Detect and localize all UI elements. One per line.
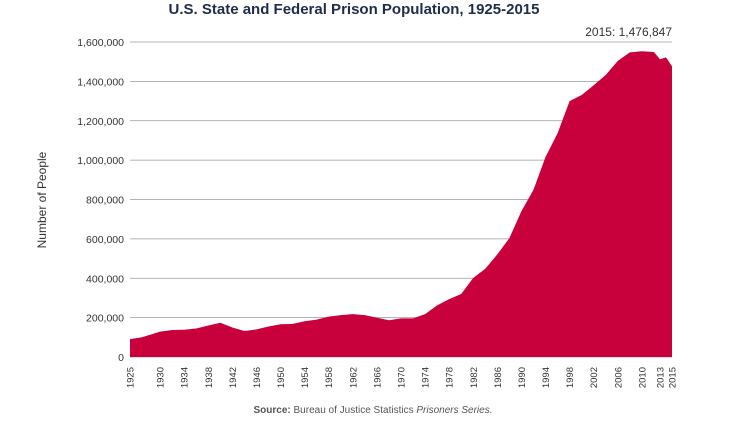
y-tick-label: 600,000 bbox=[86, 234, 124, 246]
x-tick-label: 1994 bbox=[541, 367, 552, 388]
source-text: Bureau of Justice Statistics bbox=[294, 405, 414, 416]
x-tick-label: 1978 bbox=[445, 367, 456, 388]
y-axis-ticks: 0 200,000 400,000 600,000 800,000 1,000,000 1,… bbox=[77, 37, 124, 364]
x-tick-label: 2010 bbox=[637, 367, 648, 388]
x-tick-label: 1934 bbox=[180, 367, 191, 388]
y-tick-label: 1,600,000 bbox=[77, 37, 124, 49]
y-tick-label: 200,000 bbox=[86, 313, 124, 325]
x-tick-label: 1974 bbox=[421, 367, 432, 388]
y-tick-label: 1,400,000 bbox=[77, 76, 124, 88]
annotation-2015-value: 2015: 1,476,847 bbox=[585, 25, 672, 39]
x-tick-label: 1982 bbox=[469, 367, 480, 388]
x-tick-label: 1930 bbox=[156, 367, 167, 388]
y-tick-label: 800,000 bbox=[86, 195, 124, 207]
x-tick-label: 1958 bbox=[324, 367, 335, 388]
x-tick-label: 1942 bbox=[228, 367, 239, 388]
x-tick-label: 1986 bbox=[493, 367, 504, 388]
x-tick-label: 1950 bbox=[276, 367, 287, 388]
y-tick-label: 400,000 bbox=[86, 273, 124, 285]
y-tick-label: 1,200,000 bbox=[77, 116, 124, 128]
y-axis-label: Number of People bbox=[35, 151, 49, 248]
y-tick-label: 0 bbox=[118, 352, 124, 364]
x-tick-label: 2006 bbox=[613, 367, 624, 388]
x-tick-label: 2013 bbox=[656, 367, 667, 388]
source-italic: Prisoners Series. bbox=[416, 405, 492, 416]
y-tick-label: 1,000,000 bbox=[77, 155, 124, 167]
x-tick-label: 2015 bbox=[668, 367, 679, 388]
x-tick-label: 1966 bbox=[372, 367, 383, 388]
source-prefix: Source: bbox=[254, 405, 291, 416]
x-tick-label: 1954 bbox=[300, 367, 311, 388]
x-tick-label: 1962 bbox=[348, 367, 359, 388]
x-tick-label: 1998 bbox=[565, 367, 576, 388]
x-tick-label: 1990 bbox=[517, 367, 528, 388]
x-tick-label: 2002 bbox=[589, 367, 600, 388]
x-axis-ticks: 1925 1930 1934 1938 1942 1946 1950 1954 1958 1962… bbox=[126, 367, 679, 388]
series-area-prison-population bbox=[130, 51, 672, 358]
x-tick-label: 1946 bbox=[252, 367, 263, 388]
chart-title: U.S. State and Federal Prison Population… bbox=[169, 1, 540, 18]
area-layer bbox=[130, 51, 672, 358]
source-note: Source: Bureau of Justice Statistics Pri… bbox=[254, 405, 493, 416]
x-tick-label: 1938 bbox=[204, 367, 215, 388]
gridlines bbox=[130, 41, 672, 358]
x-tick-label: 1970 bbox=[397, 367, 408, 388]
x-tick-label: 1925 bbox=[126, 367, 137, 388]
